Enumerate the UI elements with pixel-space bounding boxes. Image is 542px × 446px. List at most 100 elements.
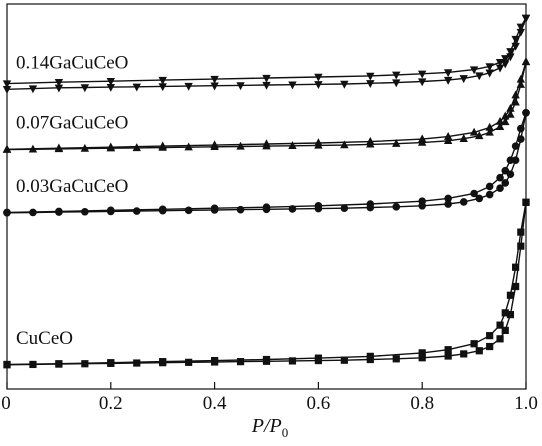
data-point-triangle-down	[80, 84, 90, 93]
data-point-circle	[459, 198, 468, 206]
data-point-square	[475, 347, 483, 355]
data-point-square	[55, 360, 63, 368]
data-point-triangle-down	[516, 23, 526, 32]
data-point-square	[460, 350, 468, 358]
x-axis-label-main: P/P	[251, 415, 282, 437]
data-point-triangle-down	[28, 85, 38, 94]
data-point-square	[3, 360, 11, 369]
data-point-triangle-down	[2, 80, 12, 89]
x-tick-label: 0.2	[99, 393, 123, 414]
data-point-circle	[501, 166, 510, 175]
data-point-triangle-down	[314, 81, 323, 90]
data-point-circle	[184, 206, 193, 215]
data-point-triangle-up	[501, 111, 510, 120]
data-point-triangle-down	[210, 75, 219, 84]
data-point-triangle-up	[262, 139, 271, 148]
data-point-triangle-down	[418, 70, 427, 79]
data-point-circle	[506, 156, 515, 164]
data-point-square	[522, 198, 530, 206]
data-point-triangle-up	[236, 141, 245, 150]
data-point-circle	[158, 205, 167, 214]
data-point-triangle-up	[485, 122, 494, 131]
data-point-square	[288, 357, 297, 365]
data-point-triangle-down	[443, 69, 453, 78]
data-point-triangle-down	[288, 81, 297, 90]
data-point-triangle-down	[511, 35, 520, 44]
data-point-circle	[517, 124, 525, 133]
data-point-triangle-down	[495, 64, 505, 73]
data-point-circle	[314, 201, 323, 210]
data-point-triangle-down	[184, 82, 193, 91]
data-point-square	[262, 355, 271, 364]
data-point-circle	[522, 108, 530, 117]
data-point-square	[444, 346, 452, 354]
data-point-triangle-down	[485, 63, 494, 72]
series-1	[2, 57, 531, 153]
data-point-triangle-down	[314, 73, 323, 82]
data-point-triangle-down	[158, 83, 167, 92]
x-tick-label: 0	[1, 393, 11, 414]
data-point-triangle-down	[506, 48, 515, 57]
data-point-square	[185, 358, 193, 366]
data-point-triangle-down	[392, 71, 401, 80]
data-point-triangle-down	[106, 83, 115, 92]
data-point-circle	[262, 203, 271, 211]
data-point-circle	[485, 182, 494, 191]
data-point-triangle-up	[511, 97, 520, 106]
data-point-circle	[3, 208, 11, 217]
data-point-square	[506, 291, 515, 299]
data-point-triangle-up	[506, 109, 515, 118]
data-point-triangle-up	[288, 141, 297, 149]
x-axis-label-subscript: 0	[282, 425, 289, 440]
x-ticks: 0 0.2 0.4 0.6 0.8 1.0	[1, 382, 538, 414]
data-point-circle	[475, 194, 484, 203]
data-point-triangle-up	[210, 140, 219, 149]
series-2	[3, 108, 530, 217]
data-point-triangle-down	[2, 86, 12, 94]
data-point-triangle-up	[418, 134, 427, 143]
data-point-triangle-down	[158, 76, 167, 85]
data-point-triangle-down	[475, 72, 484, 81]
data-point-square	[486, 332, 494, 340]
data-point-triangle-down	[132, 83, 141, 92]
data-point-circle	[485, 190, 494, 199]
data-point-square	[517, 228, 525, 236]
data-point-circle	[340, 204, 349, 213]
series-3	[3, 198, 530, 369]
data-point-square	[392, 355, 400, 363]
data-point-circle	[501, 179, 510, 187]
data-point-square	[501, 309, 509, 317]
data-point-triangle-up	[485, 127, 494, 136]
data-point-square	[418, 354, 426, 362]
data-point-triangle-down	[418, 78, 427, 87]
data-point-triangle-down	[106, 77, 115, 86]
data-point-square	[496, 335, 504, 343]
series-line-desorption	[6, 202, 527, 366]
data-point-triangle-down	[210, 82, 219, 91]
data-point-triangle-down	[366, 80, 375, 88]
data-point-triangle-up	[521, 57, 531, 66]
data-point-circle	[511, 142, 520, 150]
series-label-0: 0.14GaCuCeO	[16, 52, 128, 73]
data-point-triangle-up	[495, 122, 505, 131]
data-point-circle	[470, 189, 478, 198]
data-point-square	[501, 326, 509, 334]
data-point-circle	[81, 207, 89, 216]
data-point-triangle-down	[443, 76, 453, 85]
data-point-triangle-down	[54, 79, 64, 87]
series-label-2: 0.03GaCuCeO	[16, 176, 128, 197]
data-point-triangle-up	[495, 116, 505, 125]
x-axis-label: P/P0	[251, 415, 289, 440]
data-point-triangle-down	[485, 69, 494, 78]
data-point-circle	[418, 197, 427, 206]
data-point-square	[107, 359, 115, 367]
data-point-circle	[444, 200, 452, 208]
data-point-triangle-up	[459, 134, 468, 142]
data-point-square	[486, 342, 494, 351]
data-point-triangle-down	[392, 79, 401, 88]
series-0	[2, 14, 531, 94]
data-point-square	[444, 352, 452, 360]
data-point-triangle-up	[366, 136, 375, 145]
data-point-triangle-down	[501, 55, 510, 64]
